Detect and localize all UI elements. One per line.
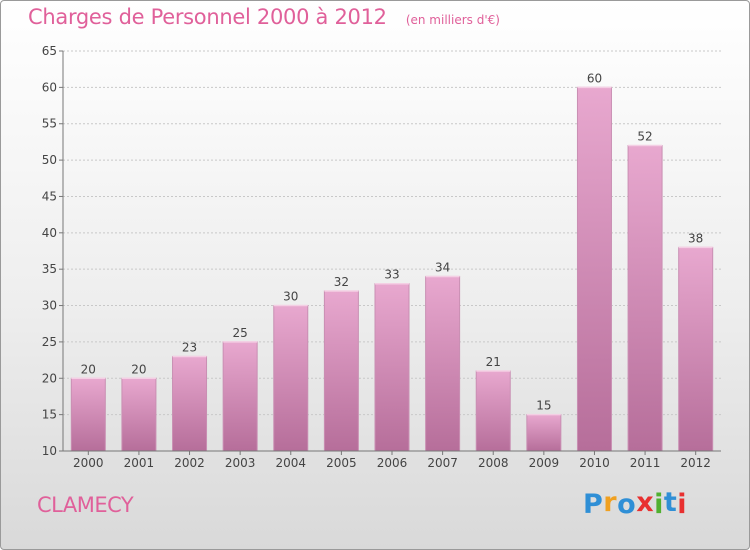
bar — [70, 377, 106, 452]
bar — [222, 341, 258, 452]
data-label: 20 — [81, 362, 96, 376]
data-label: 23 — [182, 340, 197, 354]
brand-letter: x — [636, 487, 655, 518]
data-label: 21 — [486, 355, 501, 369]
data-label: 20 — [131, 362, 146, 376]
y-tick-label: 65 — [42, 44, 57, 58]
chart-title: Charges de Personnel 2000 à 2012 — [28, 5, 387, 29]
x-tick-label: 2001 — [124, 456, 155, 470]
x-tick-label: 2006 — [377, 456, 408, 470]
data-label: 15 — [536, 399, 551, 413]
bar — [323, 290, 359, 452]
y-tick-label: 45 — [42, 189, 57, 203]
bar — [475, 370, 511, 452]
brand-letter: r — [603, 487, 618, 518]
axis-layer — [59, 50, 721, 455]
data-label: 32 — [334, 275, 349, 289]
x-tick-label: 2011 — [630, 456, 661, 470]
bar — [425, 275, 461, 452]
bar — [121, 377, 157, 452]
bar — [627, 145, 663, 452]
bar-layer — [70, 86, 714, 452]
bar — [576, 86, 612, 452]
y-tick-label: 30 — [42, 299, 57, 313]
x-tick-label: 2002 — [174, 456, 205, 470]
x-tick-label: 2004 — [275, 456, 306, 470]
brand-logo: Proxiti — [583, 487, 688, 520]
y-tick-label: 10 — [42, 444, 57, 458]
y-tick-label: 40 — [42, 226, 57, 240]
x-tick-label: 2007 — [427, 456, 458, 470]
brand-letter: i — [677, 489, 688, 520]
x-tick-label: 2009 — [529, 456, 560, 470]
x-tick-label: 2008 — [478, 456, 509, 470]
data-label: 38 — [688, 231, 703, 245]
data-label: 25 — [233, 326, 248, 340]
data-label: 34 — [435, 260, 450, 274]
x-tick-label: 2012 — [680, 456, 711, 470]
data-label: 60 — [587, 71, 602, 85]
chart-subtitle: (en milliers d'€) — [405, 13, 500, 27]
brand-letter: o — [617, 489, 637, 520]
x-tick-label: 2010 — [579, 456, 610, 470]
label-layer: 10 15 20 25 30 35 40 45 50 55 60 65 20 2000 20 2001 23 20… — [42, 44, 711, 470]
y-tick-label: 15 — [42, 408, 57, 422]
y-tick-label: 50 — [42, 153, 57, 167]
bar — [172, 355, 208, 452]
y-tick-label: 20 — [42, 371, 57, 385]
x-tick-label: 2005 — [326, 456, 357, 470]
title-block: Charges de Personnel 2000 à 2012 (en mil… — [28, 5, 500, 29]
data-label: 52 — [637, 130, 652, 144]
place-name: CLAMECY — [37, 493, 134, 517]
x-tick-label: 2000 — [73, 456, 104, 470]
brand-letter: P — [583, 489, 604, 520]
data-label: 30 — [283, 290, 298, 304]
y-tick-label: 25 — [42, 335, 57, 349]
y-tick-label: 60 — [42, 80, 57, 94]
brand-letter: i — [654, 489, 664, 520]
bar — [273, 305, 309, 452]
data-label: 33 — [384, 268, 399, 282]
y-tick-label: 55 — [42, 117, 57, 131]
x-tick-label: 2003 — [225, 456, 256, 470]
bar — [374, 283, 410, 452]
bar — [526, 414, 562, 452]
y-tick-label: 35 — [42, 262, 57, 276]
bar — [678, 246, 714, 452]
brand-letter: t — [663, 487, 678, 518]
